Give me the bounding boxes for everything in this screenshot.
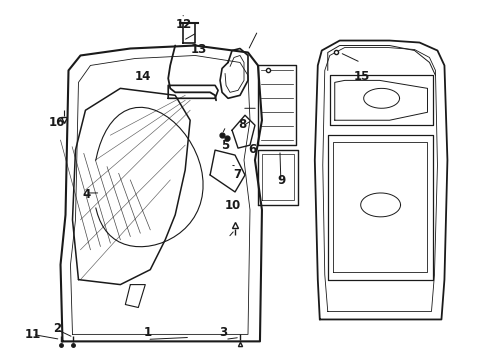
Text: 8: 8 (239, 118, 246, 131)
Text: 14: 14 (134, 69, 150, 82)
Text: 5: 5 (221, 139, 230, 152)
Text: 4: 4 (82, 188, 90, 201)
Text: 9: 9 (277, 174, 286, 186)
Text: 3: 3 (219, 326, 227, 339)
Text: 15: 15 (354, 69, 370, 82)
Text: 10: 10 (224, 199, 241, 212)
Text: 13: 13 (191, 42, 207, 55)
Text: 11: 11 (24, 328, 41, 341)
Text: 12: 12 (176, 18, 192, 31)
Text: 6: 6 (248, 143, 256, 156)
Text: 1: 1 (143, 326, 151, 339)
Text: 16: 16 (49, 116, 65, 129)
Text: 7: 7 (234, 168, 242, 181)
Text: 2: 2 (53, 322, 61, 335)
